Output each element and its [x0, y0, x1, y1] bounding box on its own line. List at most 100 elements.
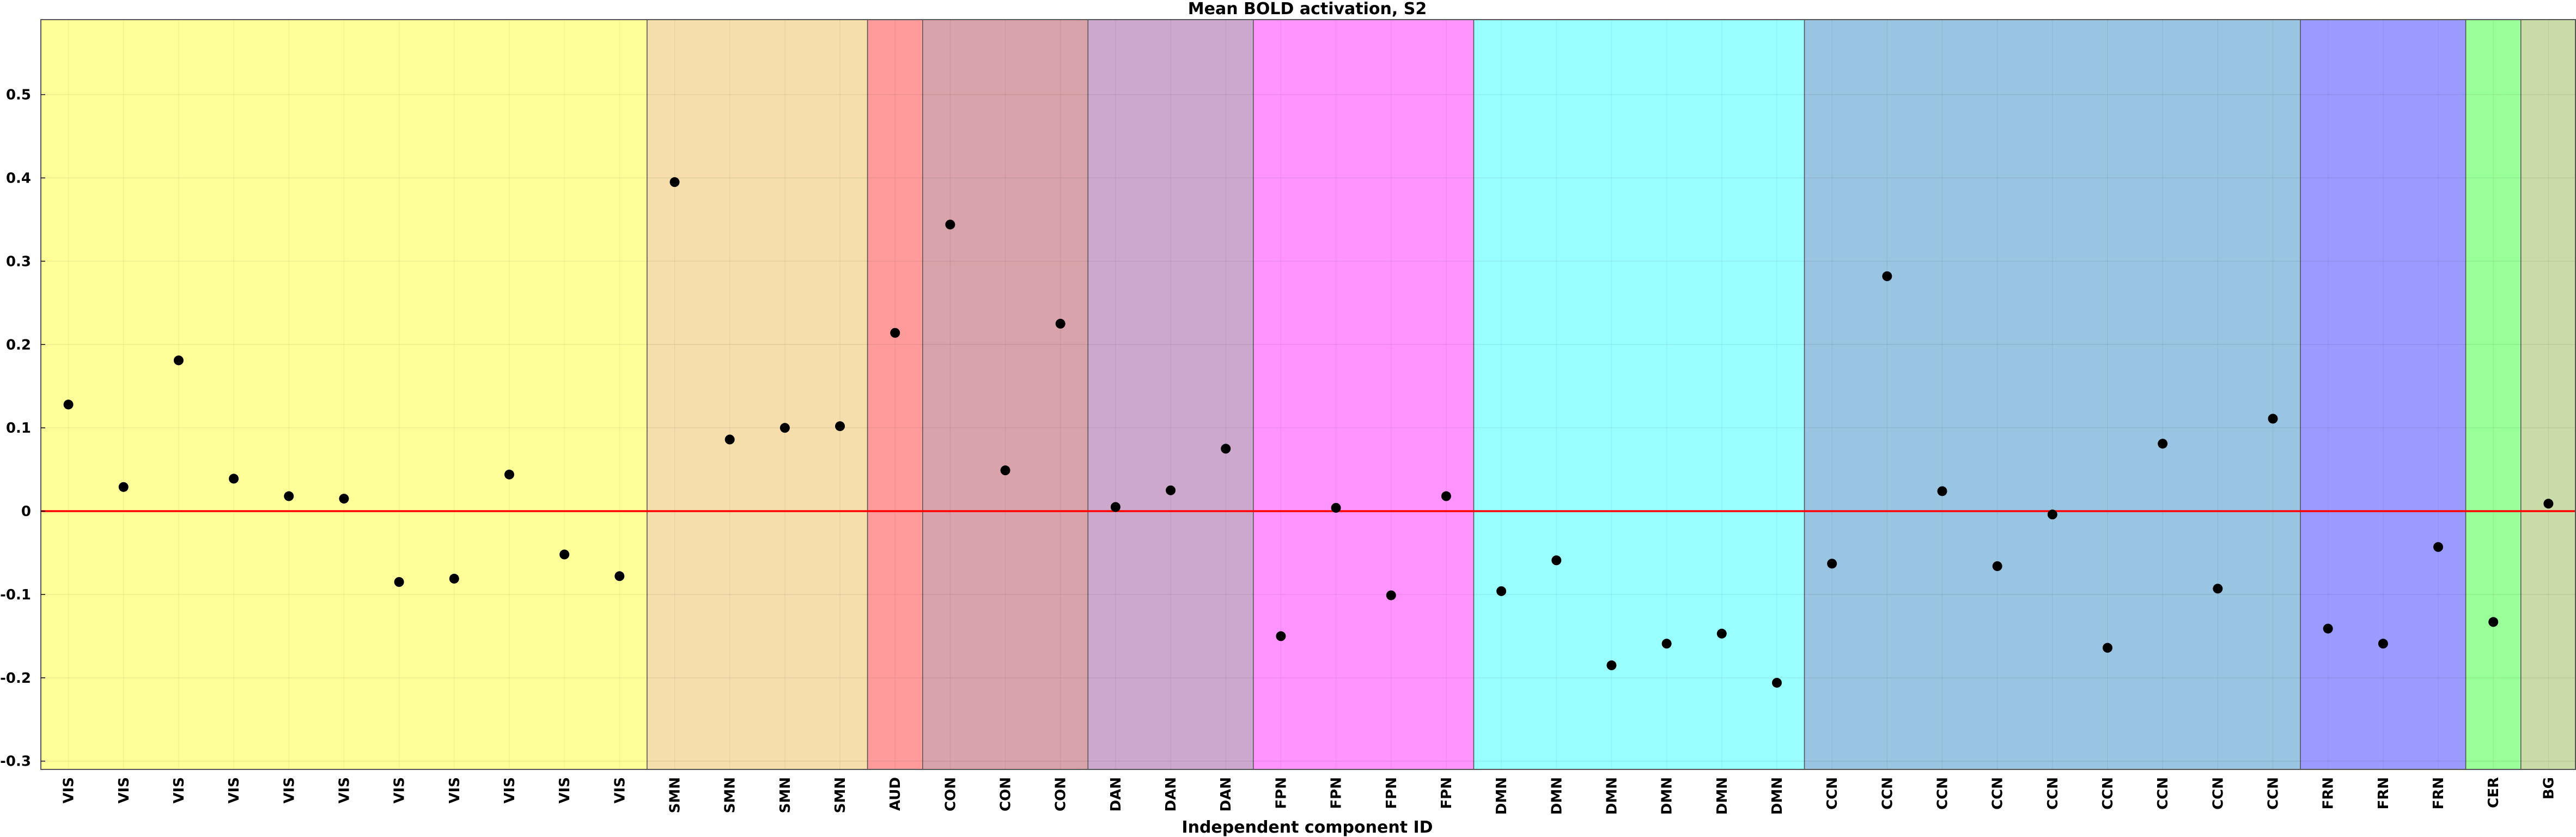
y-tick-label: -0.2 — [0, 670, 31, 687]
x-axis-label: Independent component ID — [1182, 818, 1433, 837]
data-point — [780, 423, 790, 433]
data-point — [1661, 639, 1672, 649]
x-tick-label: CCN — [1824, 777, 1841, 810]
x-tick-label: FRN — [2431, 777, 2447, 810]
x-tick-label: CON — [942, 777, 959, 811]
x-tick-label: FPN — [1384, 777, 1400, 809]
data-point — [2323, 623, 2333, 634]
x-tick-label: CON — [1053, 777, 1069, 811]
x-tick-label: VIS — [612, 777, 628, 804]
data-point — [1882, 271, 1892, 281]
data-point — [1221, 444, 1231, 454]
data-point — [1110, 502, 1120, 512]
data-point — [1606, 660, 1617, 670]
data-point — [2213, 584, 2223, 594]
x-tick-label: VIS — [392, 777, 408, 804]
data-point — [1386, 590, 1396, 601]
x-tick-label: CCN — [2210, 777, 2226, 810]
y-tick-label: -0.3 — [0, 754, 31, 770]
x-tick-label: SMN — [777, 777, 794, 813]
data-point — [2378, 639, 2388, 649]
y-tick-label: 0.1 — [6, 420, 31, 436]
x-tick-label: FPN — [1439, 777, 1455, 809]
data-point — [1000, 465, 1010, 476]
x-tick-label: VIS — [61, 777, 77, 804]
x-tick-label: DMN — [1549, 777, 1565, 815]
data-point — [63, 399, 74, 410]
y-tick-label: -0.1 — [0, 587, 31, 603]
data-point — [394, 577, 404, 587]
x-tick-label: DMN — [1659, 777, 1676, 815]
x-tick-label: CCN — [2266, 777, 2282, 810]
data-point — [339, 494, 349, 504]
x-tick-label: CCN — [1990, 777, 2006, 810]
x-tick-label: FPN — [1329, 777, 1345, 809]
x-tick-label: DAN — [1218, 777, 1234, 811]
y-tick-label: 0.4 — [6, 170, 31, 186]
data-point — [2047, 510, 2057, 520]
data-point — [2488, 617, 2499, 627]
band-vis — [40, 19, 648, 770]
x-tick-label: CCN — [1935, 777, 1951, 810]
x-tick-label: DMN — [1769, 777, 1786, 815]
x-tick-label: CON — [998, 777, 1014, 811]
y-tick-label: 0.3 — [6, 253, 31, 270]
x-axis-ticks: VIS VIS VIS VIS VIS VIS VIS VIS VIS VIS VIS SMN SMN S… — [61, 777, 2557, 815]
x-tick-label: VIS — [116, 777, 132, 804]
x-tick-label: VIS — [502, 777, 518, 804]
data-point — [449, 573, 459, 584]
x-tick-label: VIS — [447, 777, 463, 804]
data-point — [1496, 586, 1507, 596]
band-bg — [2520, 19, 2576, 770]
x-tick-label: SMN — [832, 777, 849, 813]
data-point — [614, 571, 625, 581]
chart-title: Mean BOLD activation, S2 — [1188, 0, 1427, 19]
x-tick-label: VIS — [171, 777, 187, 804]
y-tick-label: 0 — [21, 504, 31, 520]
data-point — [2158, 439, 2168, 449]
x-tick-label: VIS — [336, 777, 352, 804]
data-point — [2103, 642, 2113, 653]
band-ccn — [1804, 19, 2301, 770]
x-tick-label: CCN — [1879, 777, 1896, 810]
data-point — [504, 469, 514, 480]
band-fpn — [1253, 19, 1475, 770]
x-tick-label: BG — [2541, 777, 2557, 799]
data-point — [1771, 677, 1782, 688]
data-point — [229, 474, 239, 484]
x-tick-label: FRN — [2321, 777, 2337, 810]
x-tick-label: FPN — [1273, 777, 1289, 809]
data-point — [2543, 499, 2554, 509]
x-tick-label: SMN — [667, 777, 684, 813]
data-point — [2433, 542, 2444, 552]
data-point — [1276, 631, 1286, 641]
data-point — [118, 482, 129, 492]
data-point — [669, 177, 680, 187]
data-point — [835, 421, 845, 432]
x-tick-label: VIS — [281, 777, 297, 804]
data-point — [1716, 628, 1727, 639]
x-tick-label: VIS — [557, 777, 573, 804]
x-tick-label: AUD — [887, 777, 904, 811]
x-tick-label: DAN — [1163, 777, 1179, 811]
data-point — [1441, 491, 1451, 501]
network-bands — [40, 19, 2576, 770]
x-tick-label: CCN — [2100, 777, 2116, 810]
data-point — [1551, 555, 1562, 566]
x-tick-label: CER — [2486, 777, 2502, 808]
x-tick-label: DMN — [1604, 777, 1620, 815]
data-point — [1055, 319, 1065, 329]
y-tick-label: 0.5 — [6, 87, 31, 104]
x-tick-label: SMN — [722, 777, 739, 813]
data-point — [945, 220, 955, 230]
y-axis-ticks: -0.3 -0.2 -0.1 0 0.1 0.2 0.3 0.4 0.5 — [0, 87, 45, 770]
data-point — [1166, 485, 1176, 495]
data-point — [173, 355, 184, 366]
x-tick-label: CCN — [2045, 777, 2061, 810]
data-points — [63, 177, 2554, 688]
data-point — [1937, 486, 1947, 496]
data-point — [284, 491, 294, 501]
band-smn — [647, 19, 868, 770]
data-point — [724, 434, 735, 445]
